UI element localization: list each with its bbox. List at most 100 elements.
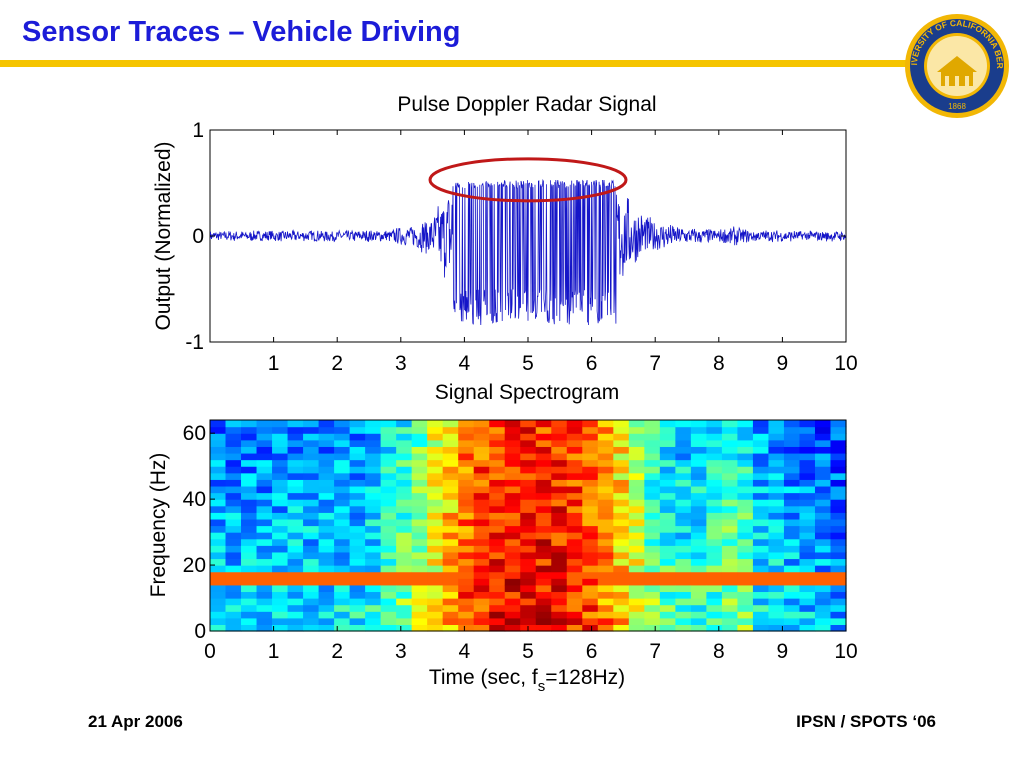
spectrogram-cell [706,551,723,560]
spectrogram-cell [535,565,552,573]
spectrogram-cell [303,525,320,533]
spectrogram-cell [365,551,382,560]
spectrogram-cell [721,624,739,632]
spectrogram-cell [365,420,382,428]
spectrogram-cell [644,518,661,527]
spectrogram-cell [272,466,289,474]
spectrogram-cell [365,565,382,573]
spectrogram-cell [814,426,832,434]
spectrogram-cell [427,624,444,632]
spectrogram-cell [628,439,645,447]
spectrogram-cell [427,452,444,461]
spectrogram-cell [582,472,599,480]
spectrogram-cell [489,538,506,546]
spectrogram-cell [783,479,801,487]
spectrogram-cell [675,571,692,579]
spectrogram-cell [256,492,273,500]
spectrogram-cell [551,565,568,573]
spectrogram-cell [210,518,227,527]
spectrogram-cell [489,565,506,573]
spectrogram-cell [582,538,599,546]
spectrogram-cell [659,505,676,513]
spectrogram-cell [365,466,382,474]
spectrogram-cell [210,565,227,573]
spectrogram-cell [241,591,258,599]
spectrogram-cell [504,459,521,467]
spectrogram-cell [582,479,599,487]
spectrogram-x-tick-label: 7 [649,640,661,663]
spectrogram-cell [365,439,382,447]
spectrogram-cell [225,578,242,586]
spectrogram-cell [334,446,351,454]
spectrogram-cell [520,532,537,540]
spectrogram-cell [783,472,801,480]
radar-x-tick-label: 3 [395,352,407,375]
spectrogram-cell [520,472,537,480]
spectrogram-cell [659,591,676,599]
footer-date: 21 Apr 2006 [88,712,183,731]
spectrogram-cell [365,505,382,513]
spectrogram-cell [799,611,816,619]
spectrogram-cell [473,545,490,553]
spectrogram-cell [241,518,258,527]
spectrogram-cell [613,604,630,612]
spectrogram-cell [303,439,320,447]
spectrogram-cell [768,459,785,467]
spectrogram-cell [287,584,304,593]
spectrogram-cell [318,551,335,560]
spectrogram-cell [613,624,630,632]
spectrogram-cell [473,512,490,520]
spectrogram-cell [210,452,227,461]
spectrogram-cell [814,505,832,513]
spectrogram-cell [613,558,630,566]
spectrogram-cell [752,433,770,441]
spectrogram-cell [706,446,723,454]
spectrogram-cell [535,532,552,540]
spectrogram-cell [272,611,289,619]
spectrogram-cell [535,426,552,434]
spectrogram-cell [520,459,537,467]
spectrogram-cell [411,485,428,494]
spectrogram-cell [566,591,583,599]
spectrogram-cell [752,571,770,579]
spectrogram-cell [644,571,661,579]
spectrogram-cell [225,591,242,599]
spectrogram-cell [287,459,304,467]
spectrogram-cell [458,499,475,507]
spectrogram-cell [690,426,707,434]
spectrogram-cell [644,591,661,599]
spectrogram-cell [814,433,832,441]
spectrogram-cell [706,617,723,625]
spectrogram-cell [551,492,568,500]
spectrogram-cell [613,492,630,500]
spectrogram-cell [737,479,754,487]
spectrogram-cell [241,525,258,533]
spectrogram-cell [799,565,816,573]
spectrogram-cell [427,525,444,533]
radar-y-ticks: -1 0 1 [185,119,846,354]
spectrogram-cell [427,426,444,434]
spectrogram-cell [458,617,475,625]
spectrogram-cell [690,433,707,441]
spectrogram-cell [783,485,801,494]
spectrogram-cell [799,512,816,520]
spectrogram-cell [737,485,754,494]
spectrogram-cell [582,499,599,507]
spectrogram-cell [675,598,692,606]
spectrogram-cell [349,578,366,586]
spectrogram-cell [210,426,227,434]
spectrogram-cell [520,598,537,606]
spectrogram-cell [225,571,242,579]
spectrogram-cell [675,551,692,560]
spectrogram-cell [473,538,490,546]
spectrogram-cell [644,479,661,487]
spectrogram-cell [520,479,537,487]
spectrogram-cell [380,452,397,461]
spectrogram-cell [225,452,242,461]
spectrogram-cell [644,505,661,513]
spectrogram-cell [504,578,521,586]
spectrogram-cell [613,591,630,599]
spectrogram-cell [783,591,801,599]
spectrogram-cell [799,604,816,612]
spectrogram-cell [737,459,754,467]
